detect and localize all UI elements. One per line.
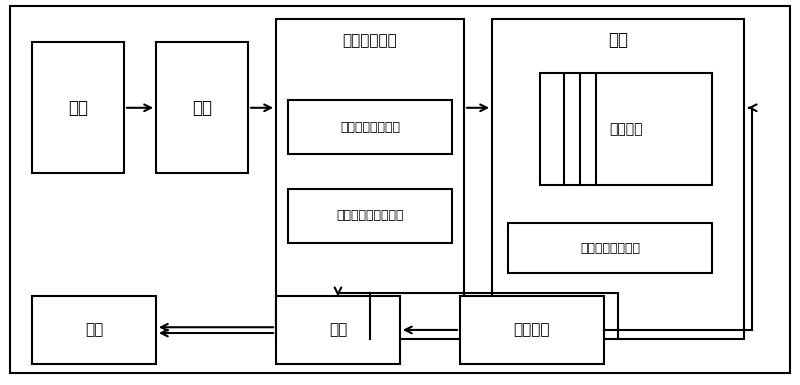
- Text: 读寄存器: 读寄存器: [514, 323, 550, 338]
- Bar: [276, 296, 400, 364]
- Text: 飞行记分牌状态表: 飞行记分牌状态表: [580, 242, 640, 255]
- Bar: [156, 42, 248, 173]
- Text: 飞行记分牌恢复列表: 飞行记分牌恢复列表: [336, 209, 404, 222]
- Bar: [492, 19, 744, 339]
- Text: 发射: 发射: [608, 32, 628, 49]
- Bar: [288, 189, 452, 243]
- Text: 退出: 退出: [85, 323, 103, 338]
- Text: 执行: 执行: [329, 323, 347, 338]
- Bar: [288, 100, 452, 154]
- Text: 发射队列: 发射队列: [610, 122, 642, 136]
- Text: 取指: 取指: [68, 99, 88, 117]
- Text: 飞行记分牌映射表: 飞行记分牌映射表: [340, 121, 400, 134]
- Bar: [460, 296, 604, 364]
- Text: 译码: 译码: [192, 99, 212, 117]
- Bar: [32, 296, 156, 364]
- Bar: [508, 223, 712, 273]
- Bar: [540, 73, 712, 185]
- Bar: [276, 19, 464, 339]
- Bar: [32, 42, 124, 173]
- Text: 寄存器重命名: 寄存器重命名: [342, 33, 398, 48]
